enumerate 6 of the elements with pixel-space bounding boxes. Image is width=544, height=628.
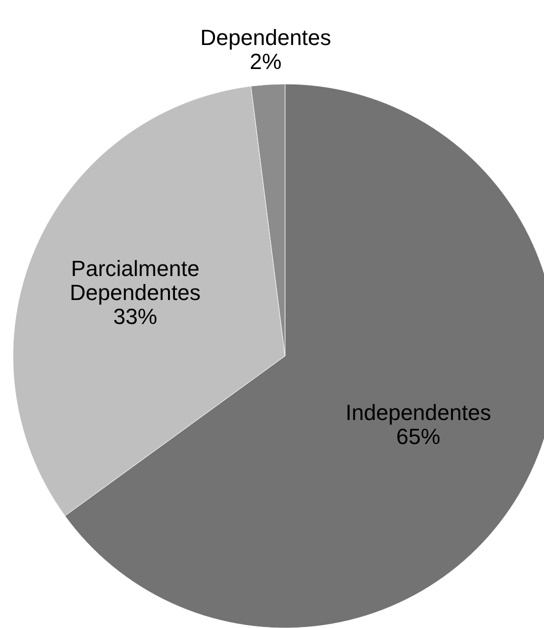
data-label: 2% (250, 49, 282, 74)
slice-label: Parcialmente Dependentes (70, 256, 201, 306)
data-label: 33% (113, 304, 158, 330)
data-label: 65% (396, 424, 440, 449)
slice-label: Independentes (346, 400, 492, 425)
slice-label: Dependentes (200, 25, 332, 50)
